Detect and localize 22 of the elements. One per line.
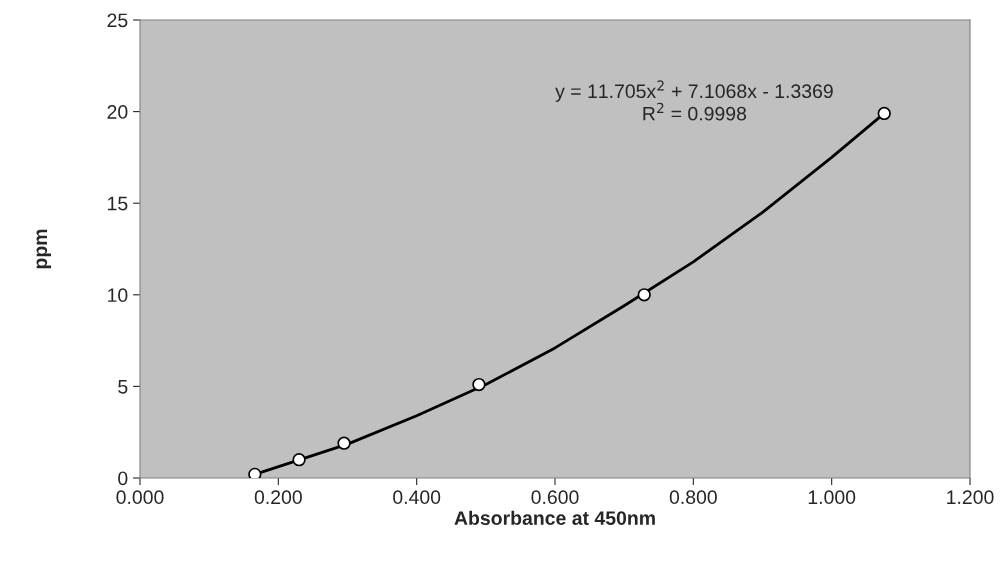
point <box>877 106 891 121</box>
point <box>472 377 486 392</box>
x-axis-title: Absorbance at 450nm <box>454 510 655 525</box>
y-tick-label: 20 <box>107 105 128 119</box>
point <box>337 436 351 450</box>
y-tick-label: 0 <box>118 471 128 486</box>
y-tick-label: 5 <box>118 380 128 394</box>
annotation: y = 11.705x$^{2}$ + 7.1068x - 1.3369 R$^{2}$ = 0.9998 <box>555 80 833 121</box>
point <box>637 288 651 302</box>
point <box>292 453 306 467</box>
x-tick-label: 0.800 <box>669 490 717 505</box>
x-tick-label: 1.000 <box>808 490 856 505</box>
x-tick-label: 0.600 <box>531 490 579 505</box>
point <box>248 467 262 478</box>
x-tick-label: 0.000 <box>116 490 164 505</box>
x-tick-label: 0.400 <box>393 490 441 505</box>
y-tick-label: 15 <box>108 196 128 211</box>
x-tick-label: 1.200 <box>947 490 994 505</box>
y-tick-label: 25 <box>107 13 128 28</box>
y-axis-title: ppm <box>36 229 52 269</box>
y-tick-label: 10 <box>108 288 128 303</box>
x-tick-label: 0.200 <box>254 490 302 505</box>
